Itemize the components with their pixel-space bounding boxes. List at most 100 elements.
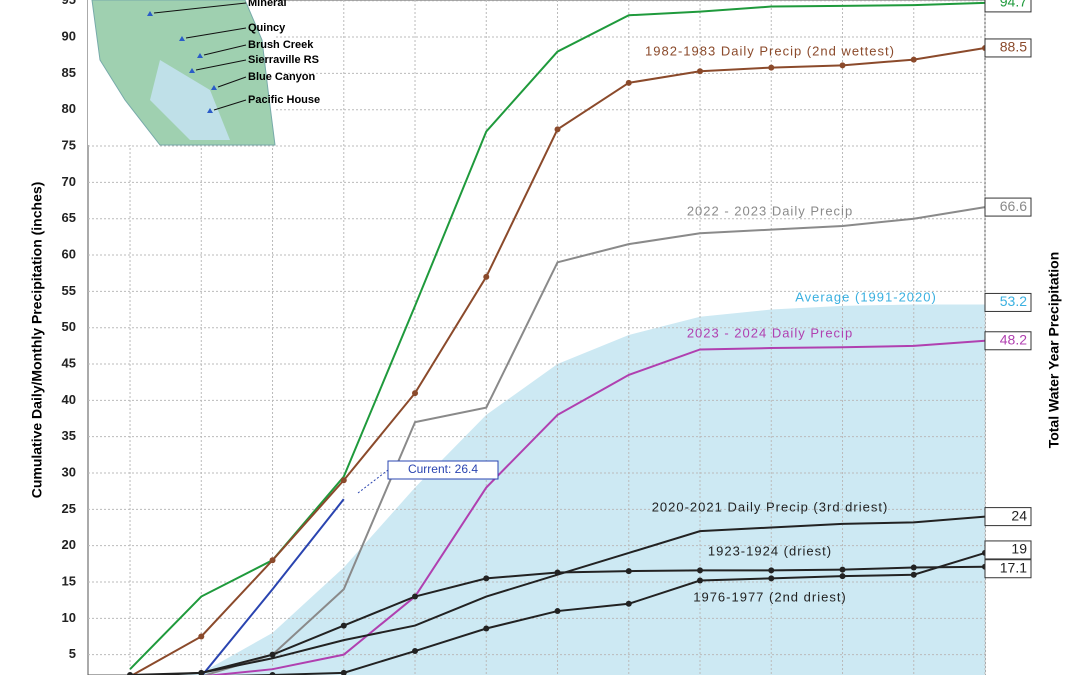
end-value-box: [984, 540, 1032, 560]
point: [483, 625, 490, 632]
station-marker: [189, 68, 195, 73]
end-value-box: [984, 38, 1032, 58]
current-box: [387, 460, 499, 480]
station-leader: [203, 44, 247, 56]
point: [340, 477, 347, 484]
point: [768, 575, 775, 582]
point: [269, 672, 276, 675]
station-leader: [185, 27, 247, 39]
point: [198, 633, 205, 640]
station-label: Blue Canyon: [248, 71, 316, 83]
series-line: [205, 339, 986, 675]
y-tick-label: 75: [62, 137, 76, 152]
y-axis-label: Cumulative Daily/Monthly Precipitation (…: [29, 182, 45, 499]
series-label: 2022 - 2023 Daily Precip: [687, 203, 853, 218]
map-water: [150, 60, 230, 140]
point: [839, 573, 846, 580]
point: [340, 622, 347, 629]
series-label: 2020-2021 Daily Precip (3rd driest): [652, 499, 889, 514]
y2-axis-label: Total Water Year Precipitation: [1046, 252, 1062, 449]
point: [625, 568, 632, 575]
end-value-label: 94.7: [1000, 0, 1027, 10]
y-tick-label: 10: [62, 610, 76, 625]
end-value-label: 24: [1011, 507, 1027, 523]
end-value-box: [984, 507, 1032, 527]
end-value-label: 88.5: [1000, 39, 1027, 55]
series-label: 2023 - 2024 Daily Precip: [687, 325, 853, 340]
point: [554, 608, 561, 615]
point: [269, 557, 276, 564]
series-line: [202, 206, 986, 675]
y-tick-label: 65: [62, 210, 76, 225]
end-value-label: 66.6: [1000, 198, 1027, 214]
point: [910, 571, 917, 578]
y-tick-label: 20: [62, 537, 76, 552]
y-tick-label: 90: [62, 28, 76, 43]
station-leader: [195, 59, 247, 71]
end-value-box: [984, 331, 1032, 351]
map-land: [91, 0, 276, 146]
y-tick-label: 85: [62, 65, 76, 80]
point: [697, 567, 704, 574]
station-leader: [153, 2, 247, 14]
end-value-box: [984, 197, 1032, 217]
y-tick-label: 15: [62, 573, 76, 588]
end-value-label: 53.2: [1000, 293, 1027, 309]
station-label: Mineral: [248, 0, 287, 9]
point: [340, 669, 347, 675]
area-label: Average (1991-2020): [795, 289, 937, 304]
end-value-box: [984, 292, 1032, 312]
y-tick-label: 30: [62, 464, 76, 479]
end-value-box: [984, 0, 1032, 13]
point: [198, 669, 205, 675]
series-label: 1923-1924 (driest): [708, 543, 832, 558]
station-marker: [197, 53, 203, 58]
point: [839, 566, 846, 573]
point: [768, 567, 775, 574]
point: [625, 79, 632, 86]
current-label: Current: 26.4: [408, 462, 478, 476]
station-leader: [217, 76, 247, 88]
point: [483, 273, 490, 280]
point: [768, 64, 775, 71]
point: [483, 575, 490, 582]
station-label: Brush Creek: [248, 39, 314, 51]
y-tick-label: 70: [62, 174, 76, 189]
station-marker: [211, 85, 217, 90]
y-tick-label: 50: [62, 319, 76, 334]
y-tick-label: 95: [62, 0, 76, 7]
end-value-label: 17.1: [1000, 559, 1027, 575]
point: [910, 56, 917, 63]
point: [910, 564, 917, 571]
end-value-box: [984, 559, 1032, 579]
y-tick-label: 35: [62, 428, 76, 443]
point: [554, 569, 561, 576]
end-value-label: 48.2: [1000, 331, 1027, 347]
point: [412, 390, 419, 397]
point: [412, 593, 419, 600]
point: [839, 62, 846, 69]
point: [554, 126, 561, 133]
y-tick-label: 45: [62, 355, 76, 370]
y-tick-label: 40: [62, 392, 76, 407]
series-label: 1976-1977 (2nd driest): [693, 589, 847, 604]
y-tick-label: 60: [62, 246, 76, 261]
station-leader: [213, 99, 247, 111]
series-line: [201, 498, 345, 675]
end-value-label: 19: [1011, 541, 1027, 557]
station-label: Pacific House: [248, 94, 320, 106]
y-tick-label: 5: [69, 646, 76, 661]
station-marker: [179, 36, 185, 41]
point: [412, 648, 419, 655]
series-label: 1982-1983 Daily Precip (2nd wettest): [645, 43, 895, 58]
station-marker: [207, 108, 213, 113]
point: [269, 651, 276, 658]
station-marker: [147, 11, 153, 16]
station-label: Sierraville RS: [248, 54, 319, 66]
point: [697, 577, 704, 584]
y-tick-label: 80: [62, 101, 76, 116]
station-label: Quincy: [248, 22, 286, 34]
y-tick-label: 25: [62, 501, 76, 516]
point: [697, 68, 704, 75]
